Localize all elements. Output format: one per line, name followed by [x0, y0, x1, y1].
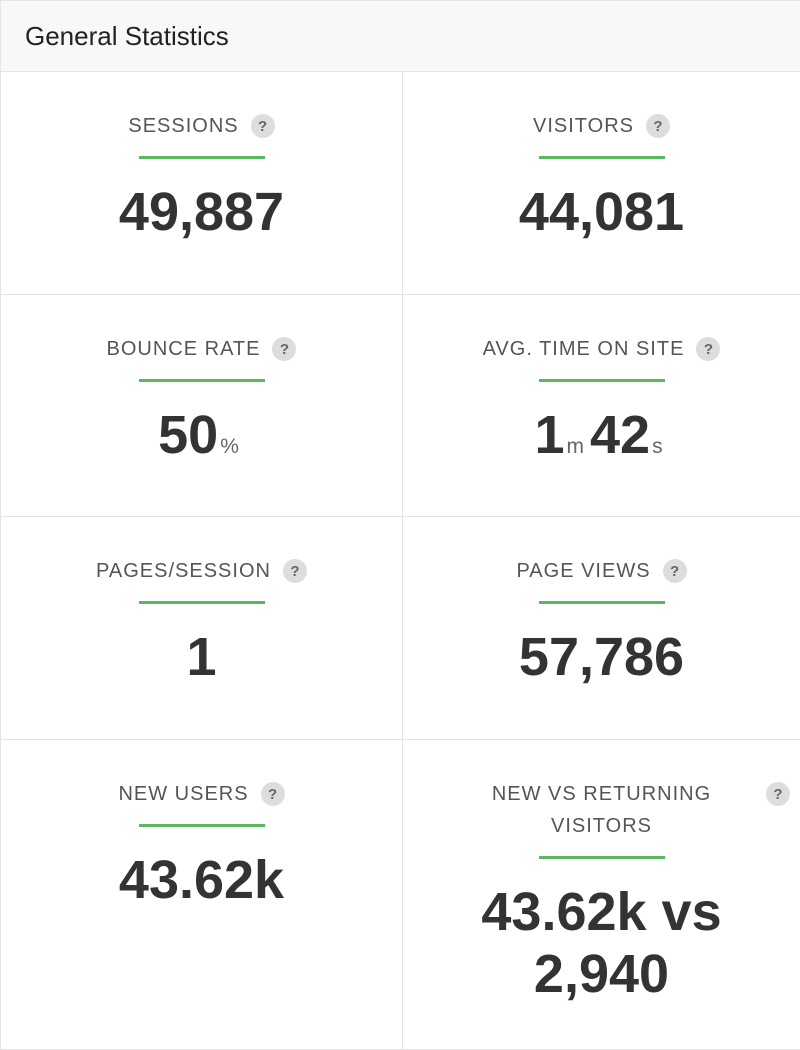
stat-value: 1m 42s — [403, 404, 800, 478]
stat-label: AVG. TIME ON SITE — [482, 338, 685, 360]
stat-card: VISITORS? 44,081 — [402, 72, 800, 295]
label-row: NEW USERS? — [118, 778, 285, 810]
stat-label: NEW VS RETURNING VISITORS — [491, 783, 712, 837]
accent-bar — [538, 379, 665, 382]
accent-bar — [538, 856, 665, 859]
stat-value: 1 — [1, 626, 402, 688]
stat-label: BOUNCE RATE — [106, 338, 261, 360]
stat-label: PAGE VIEWS — [516, 560, 651, 582]
stat-value: 57,786 — [403, 626, 800, 688]
help-icon[interactable]: ? — [662, 559, 687, 583]
panel-header: General Statistics — [0, 0, 800, 72]
help-icon[interactable]: ? — [260, 782, 285, 806]
stat-card: NEW USERS? 43.62k — [0, 740, 402, 1050]
help-icon[interactable]: ? — [250, 114, 275, 138]
value-number: 50 — [158, 405, 219, 465]
label-row: PAGE VIEWS? — [516, 555, 687, 587]
value-number: 43.62k vs 2,940 — [481, 882, 722, 1004]
stat-card: PAGES/SESSION? 1 — [0, 517, 402, 740]
stat-card: PAGE VIEWS? 57,786 — [402, 517, 800, 740]
stat-value: 44,081 — [403, 181, 800, 243]
stat-value: 43.62k — [1, 849, 402, 911]
value-number: 49,887 — [118, 182, 285, 242]
value-number: 43.62k — [118, 850, 285, 910]
stat-label: NEW USERS — [118, 783, 249, 805]
help-icon[interactable]: ? — [646, 114, 670, 138]
value-unit: % — [220, 435, 239, 458]
stat-value: 49,887 — [1, 181, 402, 243]
stat-value: 50% — [1, 404, 402, 478]
stat-card: BOUNCE RATE? 50% — [0, 295, 402, 517]
stat-card: AVG. TIME ON SITE? 1m 42s — [402, 295, 800, 517]
stat-card: SESSIONS? 49,887 — [0, 72, 402, 295]
value-number: 1 — [186, 627, 217, 687]
label-row: BOUNCE RATE? — [107, 333, 297, 365]
label-row: AVG. TIME ON SITE? — [483, 333, 721, 365]
accent-bar — [138, 601, 265, 604]
label-row: SESSIONS? — [128, 110, 275, 142]
value-number: 42 — [589, 405, 651, 465]
stat-label: VISITORS — [533, 115, 634, 137]
stat-label: SESSIONS — [128, 115, 239, 137]
accent-bar — [138, 824, 265, 827]
value-unit: m — [566, 435, 584, 458]
stat-card: NEW VS RETURNING VISITORS? 43.62k vs 2,94… — [402, 740, 800, 1050]
accent-bar — [138, 379, 265, 382]
value-number: 1 — [534, 405, 565, 465]
help-icon[interactable]: ? — [696, 337, 721, 361]
stat-value: 43.62k vs 2,940 — [452, 881, 752, 1005]
accent-bar — [538, 601, 665, 604]
accent-bar — [538, 156, 665, 159]
help-icon[interactable]: ? — [282, 559, 307, 583]
accent-bar — [138, 156, 265, 159]
help-icon[interactable]: ? — [766, 782, 790, 806]
label-row: VISITORS? — [533, 110, 670, 142]
stats-grid: SESSIONS? 49,887 VISITORS? 44,081 BOUNCE RAT… — [0, 72, 800, 1050]
label-row: PAGES/SESSION? — [96, 555, 307, 587]
help-icon[interactable]: ? — [272, 337, 297, 361]
label-row: NEW VS RETURNING VISITORS — [482, 778, 722, 842]
value-unit: s — [652, 435, 663, 458]
stat-label: PAGES/SESSION — [96, 560, 271, 582]
value-number: 44,081 — [518, 182, 685, 242]
value-number: 57,786 — [518, 627, 685, 687]
